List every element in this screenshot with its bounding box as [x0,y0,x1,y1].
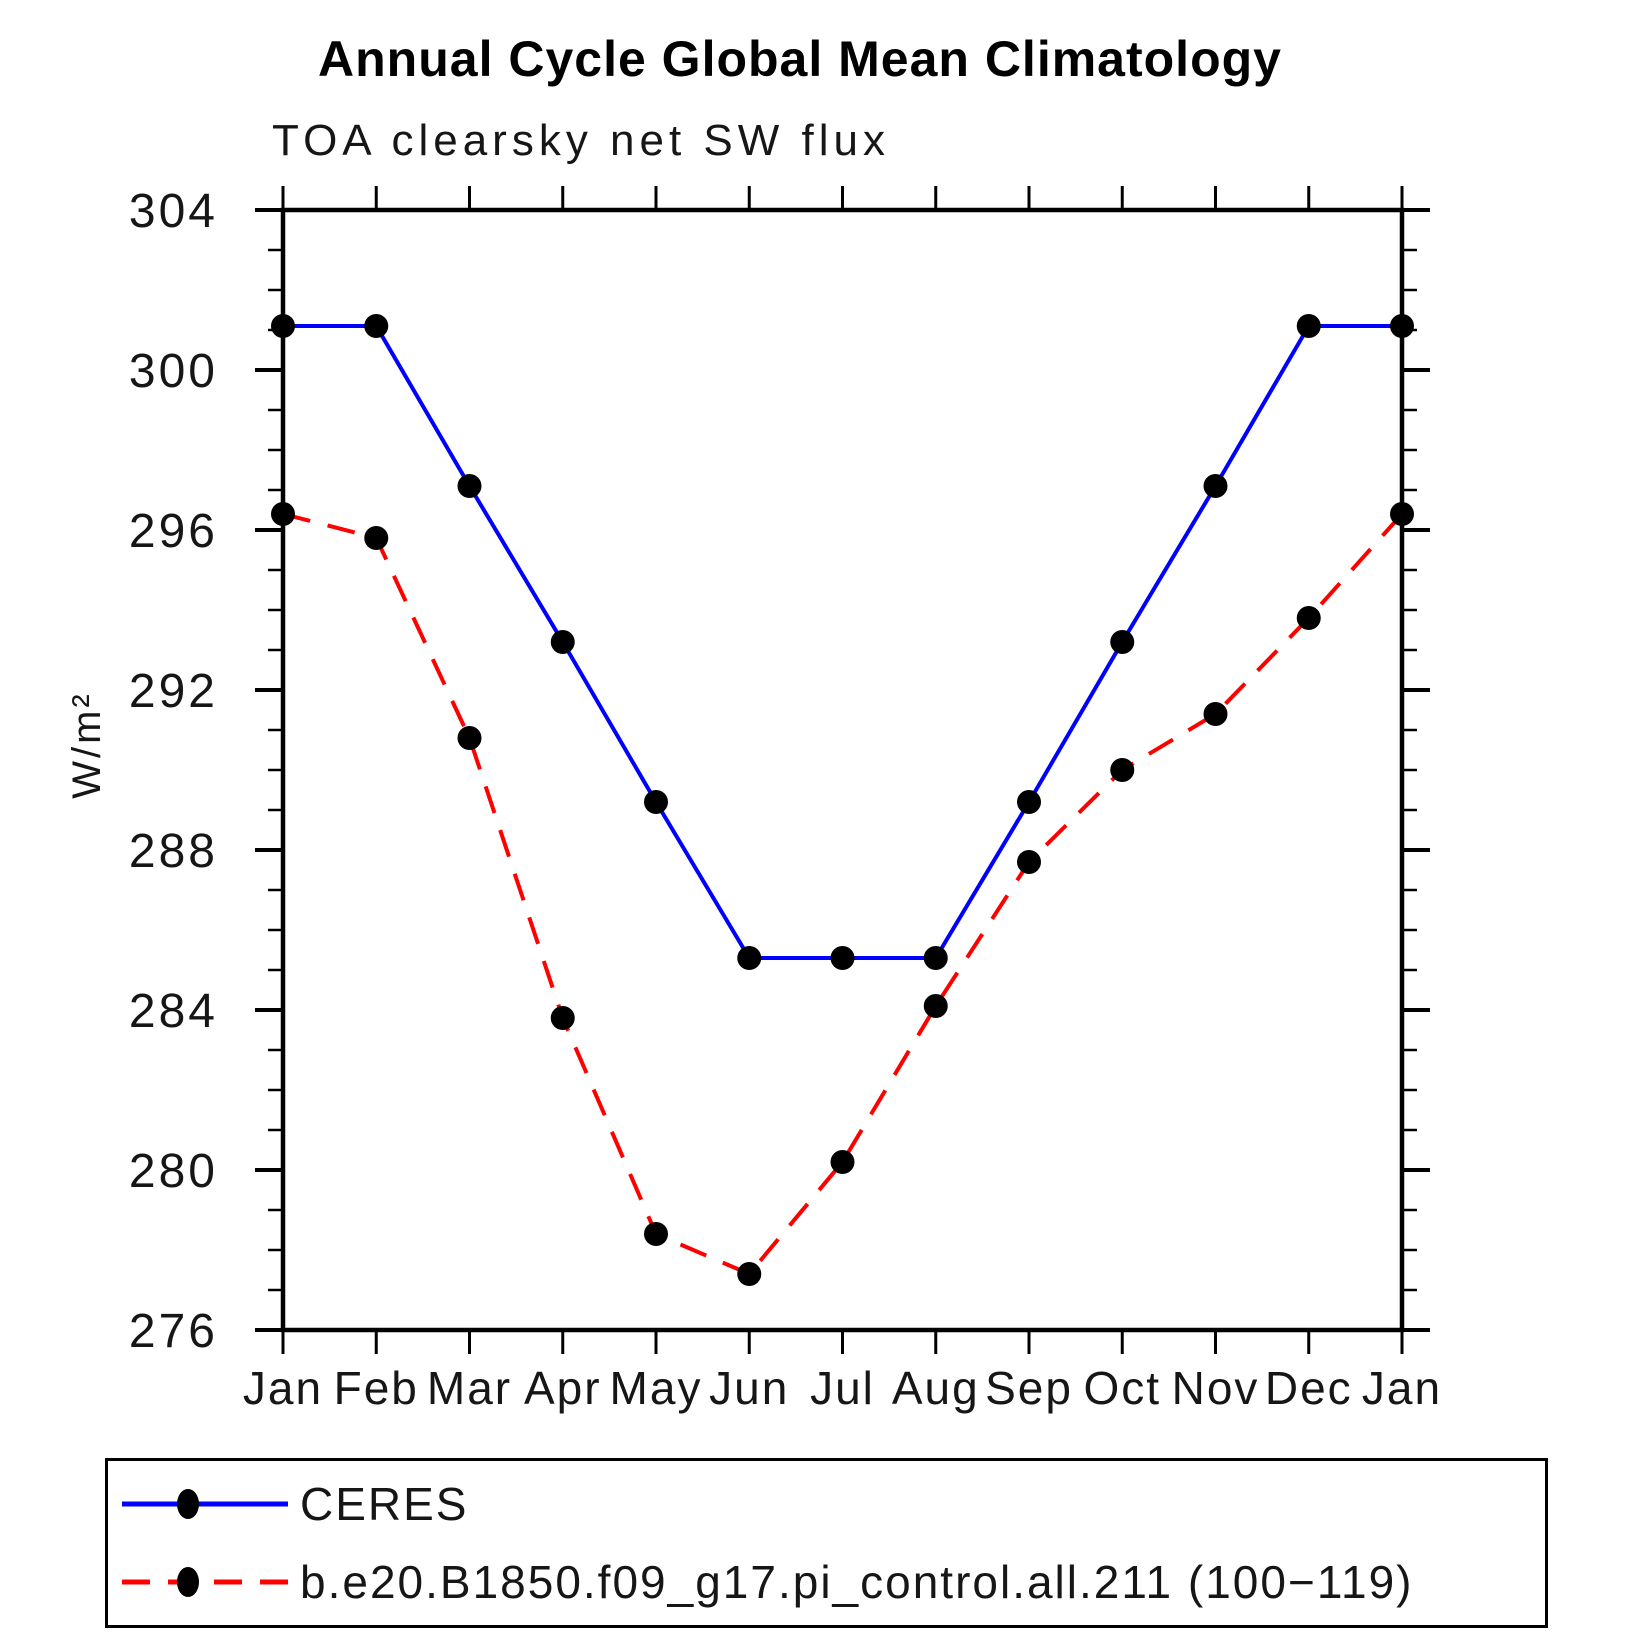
x-tick-label: Dec [1265,1362,1353,1414]
x-tick-label: May [610,1362,703,1414]
model-data-point [457,726,482,750]
model-data-point [271,502,295,526]
model-data-point [1110,758,1135,782]
y-tick-label: 288 [129,825,218,878]
model-data-point [923,994,948,1018]
model-data-point [830,1150,855,1174]
y-tick-label: 280 [129,1145,218,1198]
ceres-line [283,324,1402,960]
y-axis-label: W/m² [65,691,109,799]
ceres-data-point [550,630,575,654]
x-tick-label: Jun [709,1362,789,1414]
model-data-point [737,1262,762,1286]
x-tick-label: Jan [1362,1362,1442,1414]
legend-label-ceres: CERES [300,1478,469,1530]
y-tick-label: 304 [129,185,218,238]
ceres-data-point [1110,630,1135,654]
ceres-data-point [364,314,389,338]
chart-title: Annual Cycle Global Mean Climatology [318,31,1282,87]
ceres-data-point [923,946,948,970]
model-data-point [364,526,389,550]
legend-marker-dot [177,1567,199,1597]
ceres-data-point [1017,790,1041,814]
x-tick-label: Feb [334,1362,419,1414]
x-tick-label: Oct [1083,1362,1161,1414]
model-data-point [1017,850,1041,874]
legend-sample-model [122,1567,288,1597]
ceres-data-point [737,946,762,970]
x-tick-label: Jul [810,1362,875,1414]
y-tick-label: 296 [129,505,218,558]
legend-row-ceres: CERES [116,1473,1545,1535]
legend-row-model: b.e20.B1850.f09_g17.pi_control.all.211 (… [116,1551,1545,1613]
ceres-data-point [830,946,855,970]
model-data-point [550,1006,575,1030]
model-data-point [1296,606,1321,630]
x-tick-label: Apr [524,1362,602,1414]
x-tick-label: Sep [985,1362,1073,1414]
ceres-data-point [1203,474,1228,498]
ceres-data-point [644,790,668,814]
model-data-point [1203,702,1228,726]
ceres-data-point [271,314,295,338]
x-tick-label: Jan [243,1362,323,1414]
model-data-point [1390,502,1414,526]
x-tick-label: Aug [892,1362,980,1414]
y-tick-label: 284 [129,985,218,1038]
x-tick-label: Nov [1172,1362,1260,1414]
plot-frame [280,207,1405,1333]
chart-subtitle: TOA clearsky net SW flux [272,116,891,165]
ceres-data-point [1296,314,1321,338]
y-tick-label: 276 [129,1305,218,1358]
ceres-data-point [457,474,482,498]
model-data-point [644,1222,668,1246]
y-tick-label: 292 [129,665,218,718]
legend-label-model: b.e20.B1850.f09_g17.pi_control.all.211 (… [300,1556,1414,1608]
legend-sample-ceres [122,1489,288,1519]
y-tick-label: 300 [129,345,218,398]
legend: CERES b.e20.B1850.f09_g17.pi_control.all… [105,1458,1548,1628]
x-tick-label: Mar [427,1362,512,1414]
ceres-data-point [1390,314,1414,338]
legend-marker-dot [177,1489,199,1519]
